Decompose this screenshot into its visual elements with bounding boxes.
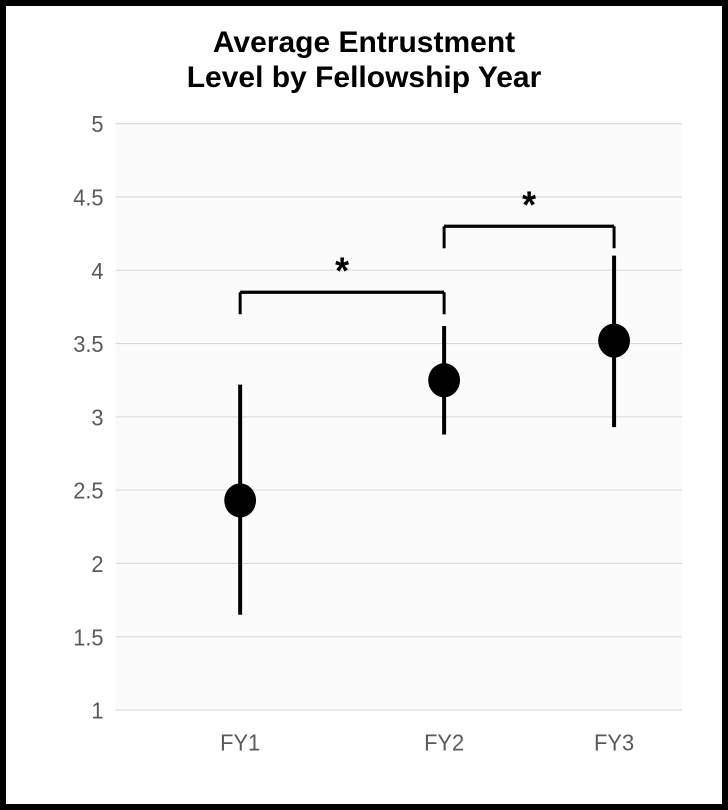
data-point — [224, 483, 256, 517]
y-tick-label: 3.5 — [73, 330, 103, 357]
data-point — [428, 363, 460, 397]
chart-frame: Average Entrustment Level by Fellowship … — [0, 0, 728, 810]
y-tick-label: 2.5 — [73, 477, 103, 504]
chart-title: Average Entrustment Level by Fellowship … — [36, 26, 692, 95]
x-tick-label: FY2 — [424, 729, 464, 756]
chart-title-line2: Level by Fellowship Year — [187, 61, 542, 94]
y-tick-label: 1 — [91, 697, 103, 724]
chart-plot-area: 1 1.5 2 2.5 3 3.5 4 4.5 5 FY1 FY2 FY3 * * — [36, 113, 692, 774]
y-tick-label: 4 — [91, 257, 103, 284]
x-tick-label: FY1 — [220, 729, 260, 756]
y-tick-label: 3 — [91, 404, 103, 431]
y-tick-label: 1.5 — [73, 624, 103, 651]
y-tick-label: 4.5 — [73, 184, 103, 211]
y-tick-label: 2 — [91, 550, 103, 577]
significance-star: * — [335, 249, 349, 292]
y-tick-label: 5 — [91, 113, 103, 137]
chart-title-line1: Average Entrustment — [213, 26, 515, 59]
data-point — [598, 324, 630, 358]
significance-star: * — [522, 183, 536, 226]
chart-svg: 1 1.5 2 2.5 3 3.5 4 4.5 5 FY1 FY2 FY3 * * — [36, 113, 692, 774]
x-tick-label: FY3 — [594, 729, 634, 756]
